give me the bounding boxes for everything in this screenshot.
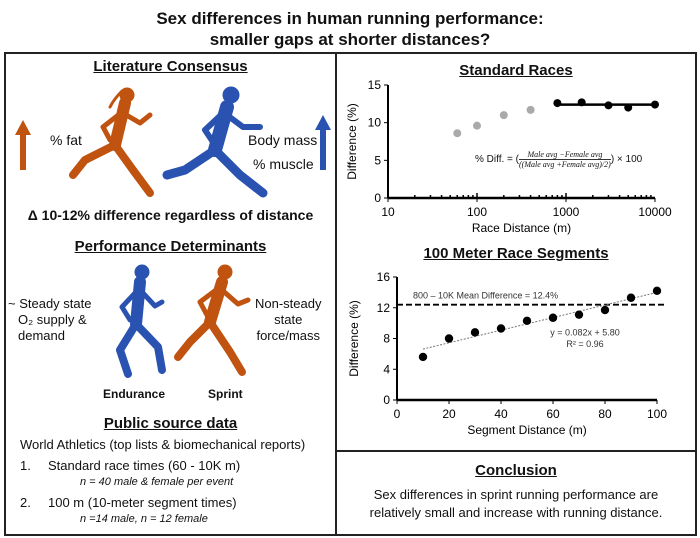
male-runner-icon [162,86,268,198]
data-point [600,305,610,315]
x-tick-label: 80 [598,407,612,421]
y-tick-label: 0 [374,191,381,205]
x-tick-label: 0 [394,407,401,421]
up-arrow-icon [315,115,331,170]
literature-heading: Literature Consensus [93,58,248,75]
y-tick-label: 16 [377,270,391,284]
data-point-sprint [453,129,462,138]
y-tick-label: 10 [368,116,382,130]
determinant-runners [116,264,251,378]
page-title: Sex differences in human running perform… [156,9,544,49]
x-tick-label: 10000 [638,205,672,219]
female-runner-icon [69,87,154,197]
y-tick-label: 4 [383,362,390,376]
race-segments-chart: 0 4 8 12 16 0 20 40 60 80 100 Segment Distance (m) D… [347,270,667,437]
x-tick-label: 100 [467,205,487,219]
chart1-title: Standard Races [459,62,573,79]
data-point [470,328,480,337]
source-item-note: n = 40 male & female per event [80,476,234,488]
data-point [626,293,636,302]
x-axis-label: Segment Distance (m) [467,423,586,437]
trendline-equation: y = 0.082x + 5.80 [550,327,620,337]
y-axis-label: Difference (%) [345,103,359,179]
y-tick-label: 8 [383,332,390,346]
x-tick-label: 20 [442,407,456,421]
y-tick-label: 5 [374,153,381,167]
conclusion-text: Sex differences in sprint running perfor… [369,487,663,520]
y-tick-label: 12 [377,301,391,315]
runners-illustration [15,86,331,198]
endurance-label: Endurance [103,387,166,401]
standard-races-chart: 0 5 10 15 10 100 1000 10000 Race Distance (m) Dif… [345,80,672,235]
data-point-800-10k [604,101,613,110]
x-axis-label: Race Distance (m) [472,221,571,235]
trendline-r2: R² = 0.96 [566,339,603,349]
sprint-label: Sprint [208,387,243,401]
up-arrow-icon [15,120,31,170]
x-tick-label: 60 [546,407,560,421]
x-tick-label: 40 [494,407,508,421]
source-item-text: Standard race times (60 - 10K m) [48,458,241,473]
source-item-num: 1. [20,458,31,473]
chart2-title: 100 Meter Race Segments [423,245,609,262]
y-tick-label: 0 [383,393,390,407]
endurance-description: ~ Steady state O₂ supply & demand [8,296,92,343]
data-point [418,352,428,362]
sprint-description: Non-steady state force/mass [255,296,322,343]
x-tick-label: 100 [647,407,667,421]
source-item-note: n =14 male, n = 12 female [80,513,208,525]
fat-label: % fat [50,132,82,148]
conclusion-heading: Conclusion [475,462,557,479]
data-point [444,334,454,343]
data-point [496,324,506,333]
source-intro: World Athletics (top lists & biomechanic… [20,437,306,452]
reference-line-label: 800 – 10K Mean Difference = 12.4% [413,291,558,301]
endurance-runner-icon [116,264,166,378]
data-point-sprint [526,105,535,114]
sprint-runner-icon [174,264,251,376]
data-point [574,310,584,319]
delta-statement: Δ 10-12% difference regardless of distan… [27,207,314,223]
determinants-heading: Performance Determinants [74,238,267,255]
data-point-sprint [499,111,508,120]
source-heading: Public source data [103,415,238,432]
muscle-label: % muscle [253,156,314,172]
data-point [652,286,662,296]
mass-label: Body mass [248,132,318,148]
data-point-sprint [473,121,481,130]
data-point-800-10k [624,103,633,112]
data-point-800-10k [651,100,659,109]
conclusion-panel [335,450,697,536]
y-axis-label: Difference (%) [347,300,361,376]
data-point-800-10k [577,98,586,107]
trendline [422,291,658,350]
source-item-text: 100 m (10-meter segment times) [48,495,237,510]
data-point [548,313,558,322]
formula: % Diff. = (Male avg −Female avg ((Male av… [475,150,643,169]
source-item-num: 2. [20,495,31,510]
x-tick-label: 1000 [553,205,580,219]
y-tick-label: 15 [368,80,382,92]
data-point-800-10k [553,99,562,108]
x-tick-label: 10 [381,205,395,219]
data-point [522,316,532,326]
